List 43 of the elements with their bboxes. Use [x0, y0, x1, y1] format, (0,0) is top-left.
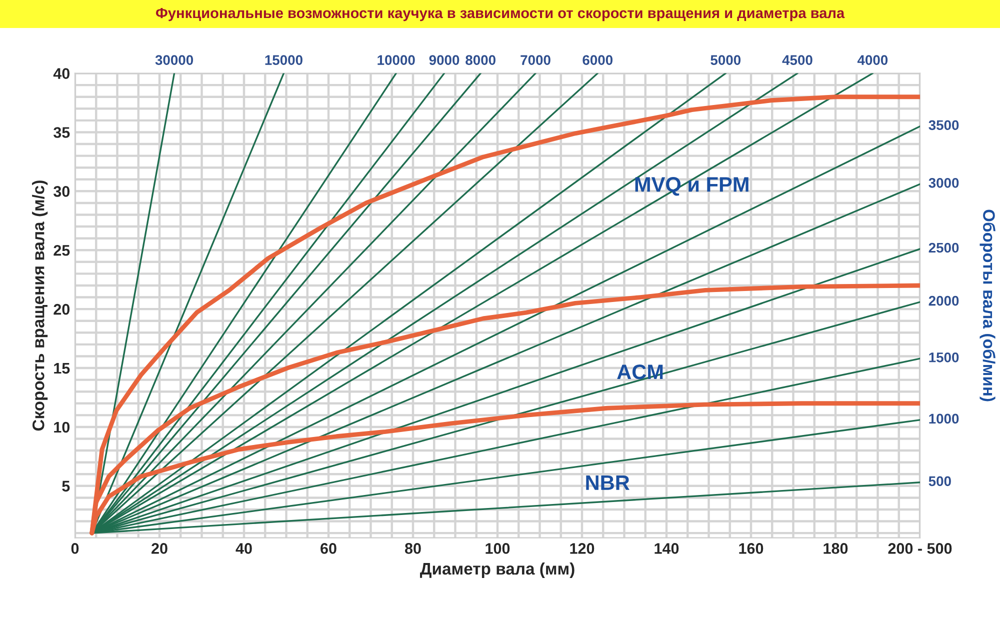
y-tick-label: 40 — [53, 68, 70, 79]
series-label: 10000 — [378, 55, 415, 65]
chart-title: Функциональные возможности каучука в зависимости от скорости вращения и диаметра вала — [156, 8, 845, 22]
annotation: ACM — [617, 364, 663, 380]
x-tick-label: 60 — [320, 543, 336, 554]
series-label: 9000 — [429, 55, 460, 65]
series-label: 500 — [928, 476, 951, 486]
series-label: 7000 — [520, 55, 550, 65]
series-label: 1000 — [929, 414, 959, 424]
y-tick-label: 25 — [54, 244, 70, 256]
x-tick-label: 80 — [404, 543, 421, 554]
series-label: 4500 — [782, 55, 812, 65]
series-label: 4000 — [857, 55, 888, 65]
annotation: MVQ и FPM — [635, 177, 748, 196]
series-label: 1500 — [929, 352, 959, 362]
y-tick-label: 15 — [54, 363, 70, 374]
y-tick-label: 30 — [54, 186, 70, 197]
x-tick-label: 100 — [486, 543, 510, 554]
series-label: 3000 — [928, 178, 959, 188]
y-tick-label: 35 — [54, 127, 70, 138]
series-label: 5000 — [710, 55, 741, 65]
x-tick-label: 180 — [824, 543, 848, 554]
series-label: 30000 — [155, 55, 194, 65]
x-tick-label: 200 - 500 — [888, 543, 952, 554]
y-tick-label: 5 — [62, 480, 70, 492]
series-label: 2500 — [928, 242, 959, 253]
x-tick-label: 40 — [236, 543, 252, 554]
y-axis-title: Скорость вращения вала (м/с) — [32, 180, 48, 431]
series-label: 15000 — [265, 55, 302, 65]
y-tick-label: 10 — [54, 422, 70, 433]
series-label: 2000 — [928, 296, 959, 306]
y2-axis-title: Обороты вала (об/мин) — [980, 210, 996, 402]
series-label: 6000 — [582, 55, 613, 65]
x-tick-label: 0 — [71, 543, 79, 554]
x-tick-label: 140 — [654, 543, 679, 554]
annotation: NBR — [586, 476, 630, 490]
x-axis-title: Диаметр вала (мм) — [420, 562, 574, 578]
x-tick-label: 160 — [739, 543, 764, 554]
series-label: 8000 — [466, 55, 496, 65]
x-tick-label: 120 — [570, 543, 594, 554]
y-tick-label: 20 — [54, 304, 70, 315]
series-label: 3500 — [928, 120, 959, 130]
x-tick-label: 20 — [152, 543, 168, 554]
